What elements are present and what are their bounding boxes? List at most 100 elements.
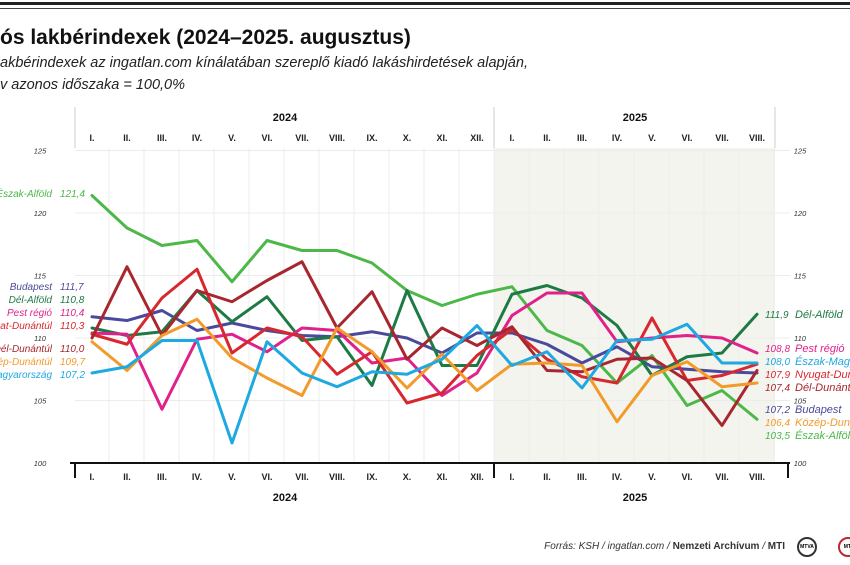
series-line-4 [90, 267, 759, 405]
series-start-value: 109,7 [60, 357, 85, 368]
top-rule [0, 2, 850, 5]
x-tick-label-bottom: VI. [261, 472, 272, 482]
x-tick-label-top: V. [648, 133, 656, 143]
x-tick-label-bottom: I. [89, 472, 94, 482]
x-tick-label-bottom: V. [228, 472, 236, 482]
mtva-logo: MTVA [797, 537, 817, 557]
source-text: Forrás: KSH / ingatlan.com / [544, 541, 673, 552]
series-end-value: 108,8 [765, 344, 790, 355]
y-tick-label-left: 105 [34, 397, 47, 406]
series-start-name: Pest régió [7, 308, 52, 319]
series-end-value: 103,5 [765, 431, 790, 442]
top-rule-thin [0, 8, 850, 9]
x-tick-label-bottom: IV. [612, 472, 622, 482]
series-start-value: 110,3 [60, 321, 85, 332]
year-label-top: 2024 [273, 112, 298, 124]
series-end-name: Dél-Dunántúl [795, 382, 850, 394]
series-start-name: Észak-Magyarország [0, 368, 52, 381]
series-start-value: 111,7 [60, 282, 84, 293]
x-tick-label-bottom: V. [648, 472, 656, 482]
y-tick-label-left: 120 [34, 209, 47, 218]
x-tick-label-top: IX. [366, 133, 377, 143]
x-tick-label-top: III. [157, 133, 167, 143]
year-label-bottom: 2024 [273, 492, 298, 504]
source-mti: MTI [767, 541, 785, 552]
source-credit: Forrás: KSH / ingatlan.com / Nemzeti Arc… [544, 541, 785, 552]
x-tick-label-bottom: IV. [192, 472, 202, 482]
series-line-2 [90, 284, 759, 387]
y-tick-label-left: 100 [34, 459, 47, 468]
series-end-name: Nyugat-Dunántúl [795, 369, 850, 381]
x-tick-label-top: XII. [470, 133, 484, 143]
x-tick-label-top: II. [123, 133, 131, 143]
x-tick-label-bottom: VIII. [749, 472, 765, 482]
y-tick-label-left: 110 [34, 334, 47, 343]
y-tick-label-right: 105 [794, 397, 807, 406]
x-tick-label-bottom: I. [509, 472, 514, 482]
x-tick-label-bottom: IX. [366, 472, 377, 482]
x-tick-label-top: VIII. [329, 133, 345, 143]
y-tick-label-left: 125 [34, 147, 47, 156]
x-tick-label-bottom: III. [577, 472, 587, 482]
series-start-name: Nyugat-Dunántúl [0, 321, 53, 332]
x-tick-label-bottom: VII. [715, 472, 729, 482]
series-line-7 [90, 322, 759, 445]
x-tick-label-top: V. [228, 133, 236, 143]
series-end-name: Budapest [795, 404, 842, 416]
source-archive: Nemzeti Archívum [672, 541, 760, 552]
year-label-bottom: 2025 [623, 492, 647, 504]
x-tick-label-top: IV. [612, 133, 622, 143]
x-tick-label-bottom: X. [403, 472, 412, 482]
series-end-name: Közép-Dunántúl [795, 417, 850, 429]
x-tick-label-top: VIII. [749, 133, 765, 143]
x-tick-label-top: XI. [436, 133, 447, 143]
x-tick-label-bottom: III. [157, 472, 167, 482]
series-end-name: Dél-Alföld [795, 309, 844, 321]
x-tick-label-top: VII. [715, 133, 729, 143]
series-start-name: Budapest [10, 282, 53, 293]
series-line-0 [90, 194, 759, 421]
series-line-6 [90, 317, 759, 424]
x-tick-label-bottom: VI. [681, 472, 692, 482]
series-end-value: 107,2 [765, 405, 790, 416]
series-start-value: 107,2 [60, 370, 85, 381]
chart-title: ós lakbérindexek (2024–2025. augusztus) [0, 26, 411, 49]
y-tick-label-right: 115 [794, 272, 807, 281]
series-end-value: 111,9 [765, 310, 789, 321]
x-tick-label-bottom: XI. [436, 472, 447, 482]
mti-logo: MTI [838, 537, 850, 557]
series-start-value: 110,8 [60, 295, 85, 306]
x-tick-label-top: VII. [295, 133, 309, 143]
y-tick-label-left: 115 [34, 272, 47, 281]
series-start-value: 121,4 [60, 189, 85, 200]
x-tick-label-top: VI. [681, 133, 692, 143]
x-tick-label-bottom: VII. [295, 472, 309, 482]
y-tick-label-right: 100 [794, 459, 807, 468]
y-tick-label-right: 125 [794, 147, 807, 156]
chart-subtitle-line-1: akbérindexek az ingatlan.com kínálatában… [0, 55, 528, 71]
x-tick-label-bottom: VIII. [329, 472, 345, 482]
series-end-name: Pest régió [795, 343, 845, 355]
series-start-name: Közép-Dunántúl [0, 357, 53, 368]
series-end-value: 106,4 [765, 418, 790, 429]
y-tick-label-right: 120 [794, 209, 807, 218]
series-end-name: Észak-Alföld [795, 429, 850, 442]
x-tick-label-top: VI. [261, 133, 272, 143]
x-tick-label-top: X. [403, 133, 412, 143]
x-tick-label-top: I. [89, 133, 94, 143]
x-tick-label-top: II. [543, 133, 551, 143]
x-tick-label-bottom: II. [123, 472, 131, 482]
year-label-top: 2025 [623, 112, 647, 124]
series-start-value: 110,0 [60, 344, 85, 355]
x-tick-label-top: IV. [192, 133, 202, 143]
x-tick-label-bottom: XII. [470, 472, 484, 482]
source-separator: / [759, 541, 768, 552]
series-end-value: 107,9 [765, 370, 790, 381]
series-end-name: Észak-Magyarország [795, 355, 850, 368]
series-line-5 [90, 260, 759, 427]
x-tick-label-top: I. [509, 133, 514, 143]
x-tick-label-top: III. [577, 133, 587, 143]
y-tick-label-right: 110 [794, 334, 807, 343]
series-start-name: Észak-Alföld [0, 187, 52, 200]
